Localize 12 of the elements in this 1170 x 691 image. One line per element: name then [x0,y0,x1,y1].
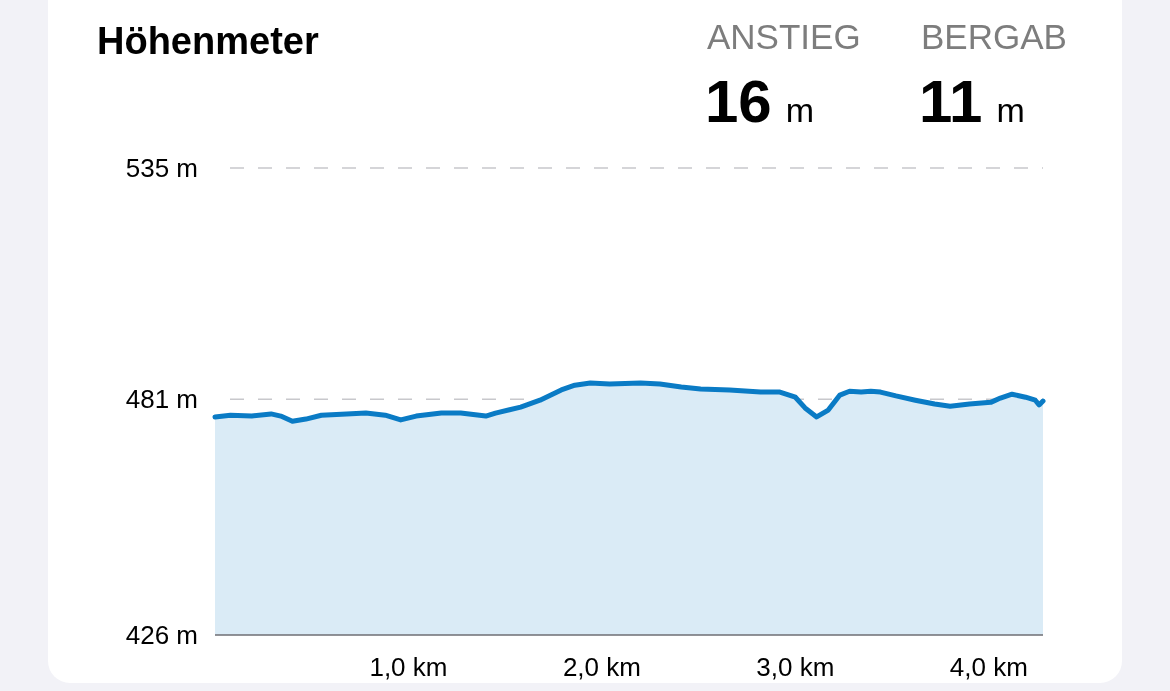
y-tick-label: 535 m [125,153,198,184]
x-tick-label: 3,0 km [756,652,835,682]
x-tick-label: 2,0 km [562,652,641,682]
y-tick-label: 481 m [125,384,198,415]
text: BERGAB [921,17,1067,56]
x-tick-label: 4,0 km [949,652,1028,682]
y-tick-label: 426 m [125,620,198,651]
x-tick-label: 1,0 km [369,652,448,682]
text: 11 m [919,68,1025,135]
chart-title: Höhenmeter [97,20,319,62]
text: ANSTIEG [707,17,861,56]
text: 16 m [705,68,815,135]
